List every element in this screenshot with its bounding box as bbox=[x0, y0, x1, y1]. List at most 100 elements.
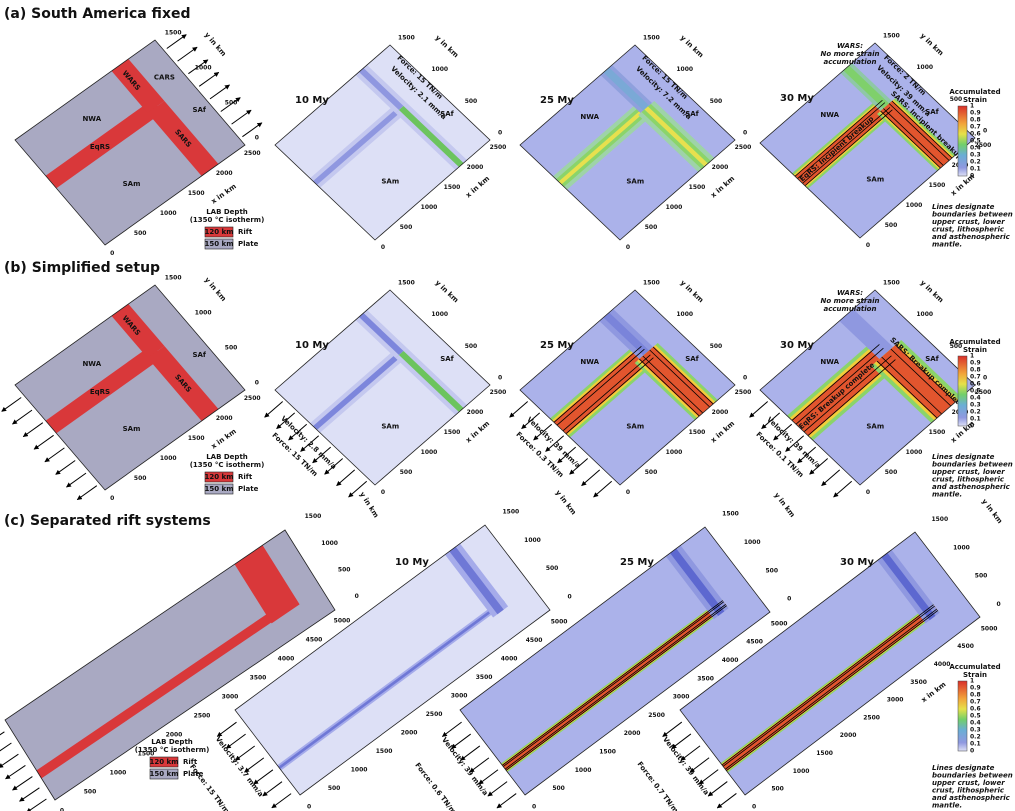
note: accumulation bbox=[824, 305, 877, 313]
region-label: EqRS bbox=[90, 143, 110, 151]
x-tick-label: 1000 bbox=[421, 449, 438, 456]
y-tick-label: 1500 bbox=[503, 509, 520, 516]
velocity-arrow bbox=[245, 758, 264, 772]
region-label: NWA bbox=[82, 360, 101, 368]
velocity-arrow bbox=[235, 746, 254, 760]
legend-label: Rift bbox=[238, 228, 253, 236]
colorbar-title: Accumulated bbox=[949, 88, 1000, 96]
legend-value: 150 km bbox=[205, 485, 234, 493]
velocity-arrow bbox=[0, 743, 11, 756]
colorbar-tick-label: 0.8 bbox=[970, 692, 981, 699]
colorbar-tick-label: 0.6 bbox=[970, 381, 981, 388]
y-tick-label: 500 bbox=[546, 565, 559, 572]
colorbar-tick-label: 0.1 bbox=[970, 166, 981, 173]
region-label: SAf bbox=[925, 355, 939, 363]
y-axis-label: y in km bbox=[358, 491, 380, 520]
legend-value: 150 km bbox=[150, 770, 179, 778]
x-tick-label: 2500 bbox=[735, 144, 752, 151]
x-tick-label: 4500 bbox=[526, 637, 543, 644]
region-label: SAm bbox=[123, 425, 141, 433]
figure: (a) South America fixed05001000150020002… bbox=[0, 0, 1015, 811]
velocity-arrow bbox=[582, 470, 600, 486]
velocity-arrow bbox=[663, 722, 682, 736]
legend-label: Rift bbox=[183, 758, 198, 766]
colorbar-tick-label: 0.2 bbox=[970, 409, 981, 416]
legend-subtitle: (1350 °C isotherm) bbox=[135, 746, 210, 754]
y-tick-label: 1000 bbox=[744, 539, 761, 546]
velocity-arrow bbox=[199, 72, 219, 86]
velocity-arrow bbox=[232, 110, 252, 124]
velocity-arrow bbox=[23, 423, 43, 437]
x-tick-label: 1000 bbox=[110, 770, 127, 777]
x-tick-label: 4000 bbox=[278, 656, 295, 663]
x-tick-label: 3500 bbox=[697, 675, 714, 682]
x-tick-label: 0 bbox=[307, 803, 311, 810]
y-tick-label: 1000 bbox=[916, 311, 933, 318]
y-tick-label: 1500 bbox=[398, 280, 415, 287]
y-axis-label: y in km bbox=[919, 279, 945, 305]
x-tick-label: 2500 bbox=[194, 713, 211, 720]
x-tick-label: 1500 bbox=[188, 190, 205, 197]
y-tick-label: 1500 bbox=[883, 280, 900, 287]
x-tick-label: 1000 bbox=[160, 455, 177, 462]
y-tick-label: 1000 bbox=[953, 544, 970, 551]
page: (a) South America fixed05001000150020002… bbox=[0, 0, 1015, 811]
x-tick-label: 3000 bbox=[451, 692, 468, 699]
x-tick-label: 3000 bbox=[222, 694, 239, 701]
y-axis-label: y in km bbox=[554, 489, 578, 517]
colorbar-tick-label: 0.7 bbox=[970, 699, 981, 706]
region-label: SAm bbox=[123, 180, 141, 188]
time-label: 10 My bbox=[395, 557, 429, 568]
strain-note: mantle. bbox=[932, 241, 962, 249]
y-tick-label: 500 bbox=[765, 567, 778, 574]
region-label: NWA bbox=[580, 113, 599, 121]
strain-note: mantle. bbox=[932, 802, 962, 810]
colorbar-title: Strain bbox=[963, 346, 987, 354]
y-tick-label: 0 bbox=[787, 596, 791, 603]
x-tick-label: 0 bbox=[626, 489, 630, 496]
velocity-arrow bbox=[2, 398, 22, 412]
legend-title: LAB Depth bbox=[206, 208, 248, 216]
x-tick-label: 5000 bbox=[334, 618, 351, 625]
region-label: SAm bbox=[866, 422, 884, 430]
velocity-arrow bbox=[594, 481, 612, 497]
colorbar-tick-label: 0.4 bbox=[970, 720, 981, 727]
velocity-arrow bbox=[77, 486, 97, 500]
x-tick-label: 4500 bbox=[957, 643, 974, 650]
x-tick-label: 2500 bbox=[490, 389, 507, 396]
colorbar-tick-label: 0.7 bbox=[970, 374, 981, 381]
x-tick-label: 0 bbox=[110, 495, 114, 502]
force-label: Force: 0.3 TN/m bbox=[514, 430, 565, 479]
x-tick-label: 500 bbox=[134, 230, 147, 237]
model-panel bbox=[275, 290, 490, 485]
x-tick-label: 1500 bbox=[929, 182, 946, 189]
note: WARS: bbox=[837, 289, 863, 297]
force-label: Force: 0.7 TN/m bbox=[635, 760, 679, 811]
velocity-arrow bbox=[20, 788, 40, 801]
y-tick-label: 0 bbox=[255, 135, 259, 142]
y-tick-label: 1000 bbox=[195, 310, 212, 317]
y-tick-label: 500 bbox=[710, 343, 723, 350]
x-tick-label: 0 bbox=[866, 489, 870, 496]
colorbar bbox=[958, 681, 967, 751]
region-label: SAf bbox=[685, 355, 699, 363]
colorbar-tick-label: 0.7 bbox=[970, 124, 981, 131]
model-panel bbox=[520, 290, 735, 485]
velocity-arrow bbox=[717, 793, 736, 807]
y-axis-label: y in km bbox=[434, 34, 460, 60]
force-label: Force: 0.6 TN/m bbox=[413, 761, 457, 811]
x-tick-label: 1000 bbox=[351, 766, 368, 773]
time-label: 10 My bbox=[295, 95, 329, 106]
x-tick-label: 2000 bbox=[216, 170, 233, 177]
y-tick-label: 500 bbox=[975, 573, 988, 580]
row-title: (c) Separated rift systems bbox=[4, 513, 211, 529]
velocity-arrow bbox=[451, 734, 470, 748]
y-tick-label: 1500 bbox=[643, 280, 660, 287]
colorbar-tick-label: 0.8 bbox=[970, 367, 981, 374]
x-tick-label: 4500 bbox=[306, 637, 323, 644]
x-tick-label: 500 bbox=[84, 789, 97, 796]
colorbar bbox=[958, 106, 967, 176]
panel-background bbox=[275, 45, 490, 240]
y-tick-label: 0 bbox=[498, 375, 502, 382]
y-tick-label: 1500 bbox=[305, 513, 322, 520]
